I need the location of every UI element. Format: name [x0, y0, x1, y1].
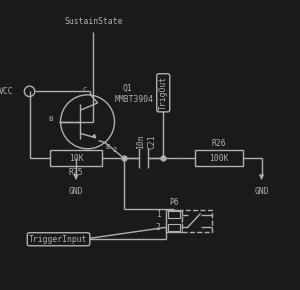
Text: MMBT3904: MMBT3904	[115, 95, 154, 104]
Text: VCC: VCC	[0, 87, 14, 96]
Text: R25: R25	[69, 168, 83, 177]
Bar	[166, 210, 182, 232]
Bar	[168, 211, 179, 218]
Text: 2: 2	[156, 223, 161, 232]
Bar	[50, 150, 102, 166]
Text: 100K: 100K	[209, 153, 229, 163]
Text: 10K: 10K	[69, 153, 83, 163]
Text: SustainState: SustainState	[64, 17, 123, 26]
Text: R26: R26	[212, 139, 226, 148]
Text: C21: C21	[147, 135, 156, 149]
Text: GND: GND	[69, 187, 83, 196]
Text: TrigOut: TrigOut	[159, 76, 168, 110]
Bar	[195, 150, 243, 166]
Text: 1: 1	[156, 210, 161, 220]
Text: GND: GND	[254, 187, 269, 196]
Text: E: E	[106, 144, 110, 150]
Text: 10n: 10n	[136, 135, 145, 149]
Text: C: C	[82, 87, 87, 93]
Bar	[182, 210, 212, 232]
Text: 2: 2	[113, 147, 117, 153]
Text: Q1: Q1	[122, 84, 132, 93]
Text: B: B	[48, 116, 53, 122]
Bar	[168, 224, 179, 231]
Text: P6: P6	[169, 197, 179, 207]
Text: TriggerInput: TriggerInput	[29, 235, 88, 244]
